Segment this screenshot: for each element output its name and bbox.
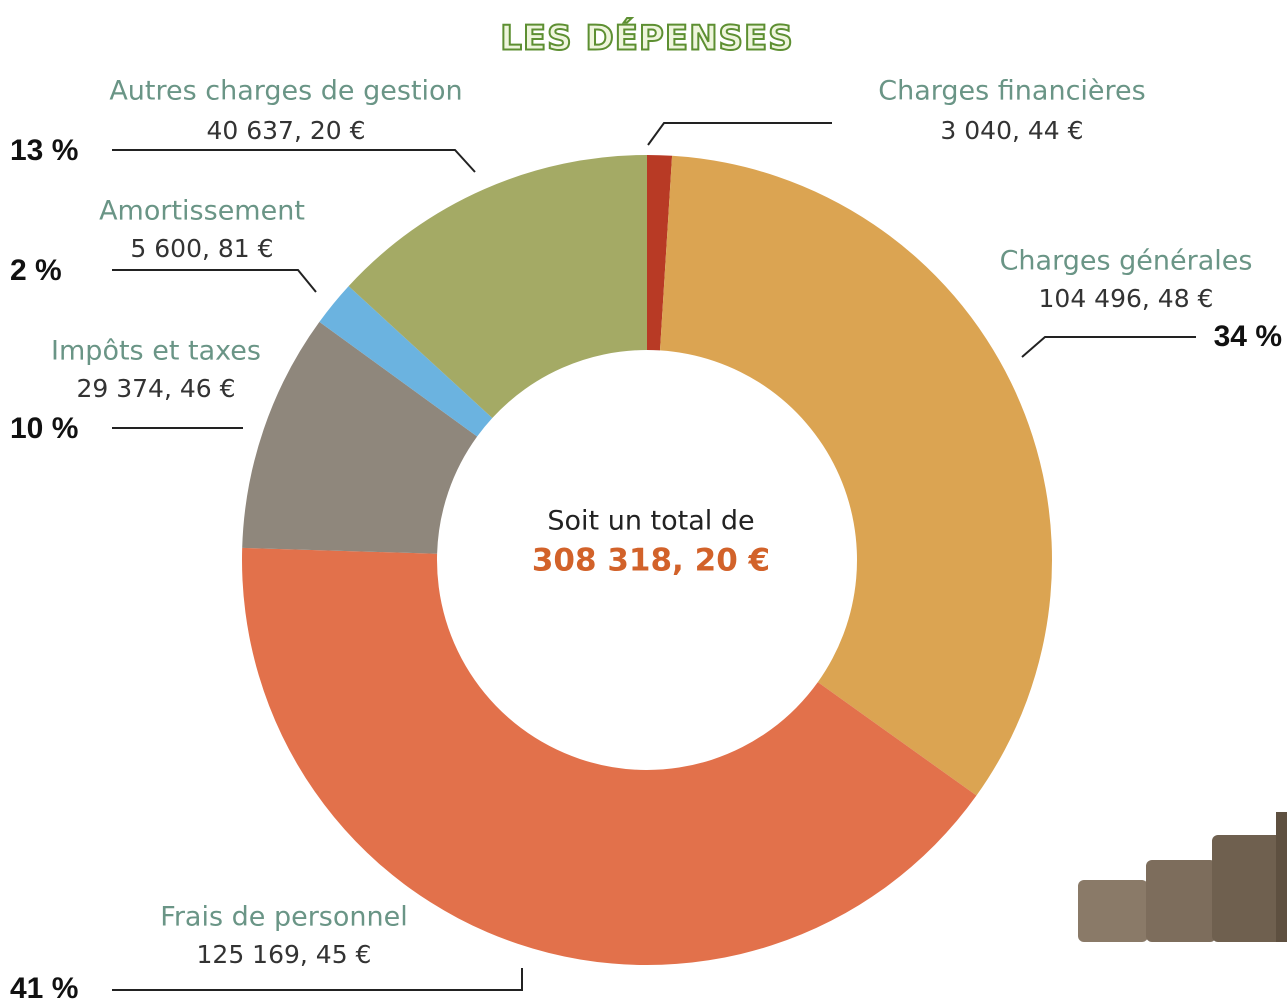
leader-line (112, 968, 523, 991)
donut-segment (647, 155, 673, 351)
leader-line (112, 149, 476, 173)
value-label: 5 600, 81 € (130, 234, 273, 263)
category-label: Charges générales (1000, 246, 1253, 277)
value-label: 29 374, 46 € (76, 374, 235, 403)
center-text: Soit un total de (547, 506, 754, 537)
donut-segment (348, 155, 647, 418)
category-label: Amortissement (99, 196, 305, 227)
value-label: 125 169, 45 € (197, 940, 372, 969)
leader-line (112, 269, 317, 293)
donut-segment (319, 286, 493, 437)
percent-label: 34 % (1214, 320, 1282, 353)
leader-line (647, 122, 832, 146)
donut-segment (241, 547, 977, 966)
category-label: Autres charges de gestion (109, 76, 462, 107)
leader-line (1021, 336, 1196, 358)
total-label: 308 318, 20 € (532, 543, 770, 579)
coins (1078, 812, 1287, 942)
chart-title: LES DÉPENSES (500, 18, 793, 59)
percent-label: 41 % (10, 972, 78, 1001)
value-label: 3 040, 44 € (940, 116, 1083, 145)
percent-label: 2 % (10, 254, 62, 287)
category-label: Charges financières (878, 76, 1145, 107)
donut-segment (660, 155, 1052, 796)
percent-label: 10 % (10, 412, 78, 445)
category-label: Impôts et taxes (51, 336, 261, 367)
value-label: 40 637, 20 € (206, 116, 365, 145)
value-label: 104 496, 48 € (1039, 284, 1214, 313)
percent-label: 13 % (10, 134, 78, 167)
category-label: Frais de personnel (160, 902, 407, 933)
donut-segment (242, 321, 478, 554)
